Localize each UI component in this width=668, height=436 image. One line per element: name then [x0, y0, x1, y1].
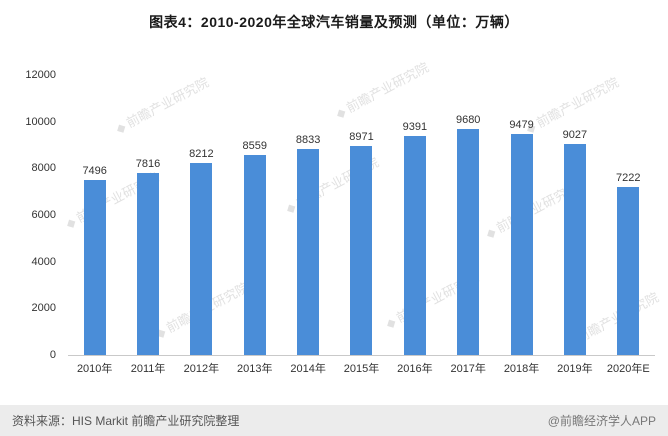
bar: [403, 135, 426, 355]
x-tick-label: 2020年E: [606, 363, 650, 375]
bar-value-label: 7496: [82, 165, 107, 178]
y-axis: 0 2000 4000 6000 8000 10000 12000: [0, 69, 62, 361]
x-tick-label: 2017年: [450, 363, 486, 375]
bar-value-label: 7222: [616, 171, 641, 184]
bar: [350, 145, 373, 355]
bar-value-label: 7816: [135, 157, 161, 170]
y-tick-label: 10000: [25, 115, 56, 128]
x-tick-label: 2016年: [397, 363, 433, 375]
y-tick-label: 0: [49, 349, 56, 361]
bar-slot: 9479: [495, 75, 548, 355]
bar-slot: 7816: [121, 75, 174, 355]
x-tick-label: 2019年: [557, 363, 593, 375]
source-note: 资料来源：HIS Markit 前瞻产业研究院整理: [12, 414, 240, 428]
credit-note: @前瞻经济学人APP: [547, 414, 656, 428]
bar-value-label: 8212: [189, 148, 214, 161]
bar: [510, 133, 533, 355]
bar-value-label: 9680: [455, 114, 481, 127]
x-tick-label: 2018年: [503, 363, 540, 375]
y-tick-label: 8000: [31, 162, 56, 175]
bar: [457, 129, 480, 355]
plot-area: 7496 7816 8212 8559 8833 8971 9391 9680 9479 9027…: [68, 75, 655, 356]
bar: [243, 155, 266, 355]
footer-bar: 资料来源：HIS Markit 前瞻产业研究院整理 @前瞻经济学人APP: [0, 405, 668, 436]
y-tick-label: 2000: [31, 302, 56, 315]
bar-slot: 8971: [335, 75, 388, 355]
bar: [137, 172, 160, 355]
x-tick-label: 2013年: [237, 363, 273, 375]
bar: [83, 180, 106, 355]
bar-slot: 8559: [228, 75, 281, 355]
x-tick-label: 2011年: [130, 363, 166, 375]
bar-slot: 7496: [68, 75, 121, 355]
x-axis: 2010年 2011年 2012年 2013年 2014年 2015年 2016年 2017年…: [68, 360, 655, 376]
bar-slot: 9391: [388, 75, 441, 355]
y-tick-label: 12000: [25, 69, 56, 81]
bar: [563, 144, 586, 355]
bar-slot: 7222: [602, 75, 655, 355]
bar-value-label: 9027: [562, 129, 588, 142]
x-tick-label: 2012年: [183, 363, 220, 375]
bar-value-label: 9479: [509, 118, 534, 131]
x-tick-label: 2014年: [290, 363, 326, 375]
bar-slot: 8833: [281, 75, 334, 355]
x-tick-label: 2015年: [343, 363, 380, 375]
plot-wrap: 7496 7816 8212 8559 8833 8971 9391 9680 9479 9027…: [68, 75, 655, 356]
bar-value-label: 8833: [295, 133, 321, 146]
bar-slot: 9680: [442, 75, 495, 355]
bar-value-label: 8559: [242, 140, 267, 153]
y-tick-label: 6000: [31, 209, 56, 221]
bar: [297, 148, 320, 355]
bar-value-label: 8971: [349, 130, 374, 143]
bar: [617, 186, 640, 355]
bar: [190, 163, 213, 355]
bar-slot: 8212: [175, 75, 228, 355]
x-tick-label: 2010年: [76, 363, 113, 375]
bar-slot: 9027: [548, 75, 601, 355]
chart-title: 图表4：2010-2020年全球汽车销量及预测（单位：万辆）: [149, 14, 519, 30]
bar-value-label: 9391: [402, 120, 428, 133]
y-tick-label: 4000: [31, 255, 56, 268]
